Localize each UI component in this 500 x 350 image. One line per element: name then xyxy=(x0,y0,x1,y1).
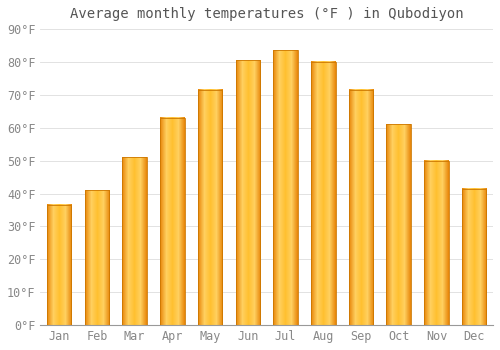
Bar xyxy=(47,205,72,325)
Bar xyxy=(462,189,486,325)
Title: Average monthly temperatures (°F ) in Qubodiyon: Average monthly temperatures (°F ) in Qu… xyxy=(70,7,464,21)
Bar xyxy=(274,50,298,325)
Bar xyxy=(236,60,260,325)
Bar xyxy=(198,90,222,325)
Bar xyxy=(311,62,336,325)
Bar xyxy=(160,118,184,325)
Bar xyxy=(122,158,147,325)
Bar xyxy=(84,190,109,325)
Bar xyxy=(424,161,448,325)
Bar xyxy=(386,125,411,325)
Bar xyxy=(348,90,374,325)
